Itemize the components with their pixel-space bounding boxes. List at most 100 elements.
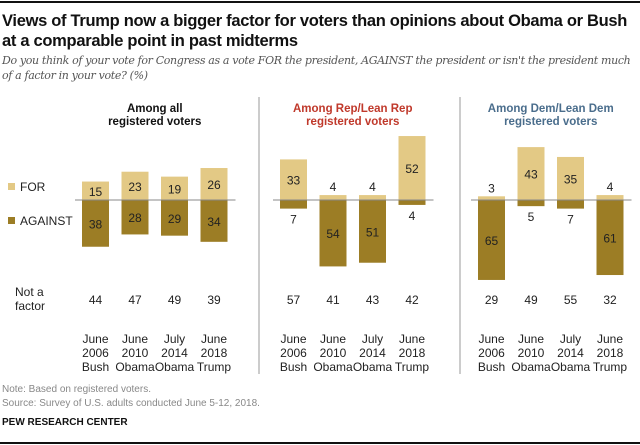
x-tick-label: June xyxy=(597,332,623,346)
x-tick-label: July xyxy=(560,332,581,346)
x-tick-label: 2010 xyxy=(518,346,545,360)
bar-against xyxy=(596,200,624,276)
data-label-not-a-factor: 42 xyxy=(405,293,419,307)
panel-title: Among all xyxy=(127,103,183,115)
x-tick-label: 2006 xyxy=(478,346,505,360)
x-tick-label: 2018 xyxy=(201,346,228,360)
data-label-not-a-factor: 57 xyxy=(287,293,301,307)
x-tick-label: 2018 xyxy=(597,346,624,360)
note: Note: Based on registered voters. xyxy=(2,384,151,395)
data-label-for: 35 xyxy=(564,172,578,186)
x-tick-label: Obama xyxy=(511,360,551,374)
x-tick-label: July xyxy=(362,332,383,346)
data-label-not-a-factor: 55 xyxy=(564,293,578,307)
data-label-against: 4 xyxy=(409,209,416,223)
panel-title: Among Dem/Lean Dem xyxy=(488,103,614,115)
bar-for xyxy=(121,171,149,200)
data-label-for: 15 xyxy=(89,185,103,199)
data-label-against: 51 xyxy=(366,225,380,239)
x-tick-label: Obama xyxy=(313,360,353,374)
data-label-against: 38 xyxy=(89,217,103,231)
data-label-not-a-factor: 43 xyxy=(366,293,380,307)
bar-for xyxy=(161,176,188,200)
x-tick-label: 2014 xyxy=(557,346,584,360)
data-label-for: 43 xyxy=(524,168,538,182)
legend-label-against: AGAINST xyxy=(20,214,73,228)
bar-for xyxy=(398,136,426,200)
brand-logo-text: PEW RESEARCH CENTER xyxy=(2,417,128,428)
x-tick-label: June xyxy=(122,332,148,346)
bar-for xyxy=(517,147,545,200)
chart-subtitle: Do you think of your vote for Congress a… xyxy=(2,54,631,82)
x-tick-label: Bush xyxy=(280,360,307,374)
bottom-rule xyxy=(0,442,640,444)
x-tick-label: 2014 xyxy=(161,346,188,360)
data-label-against: 61 xyxy=(603,232,617,246)
bar-against xyxy=(359,200,386,263)
x-tick-label: June xyxy=(280,332,306,346)
x-tick-label: 2018 xyxy=(399,346,426,360)
data-label-for: 4 xyxy=(369,180,376,194)
data-label-for: 3 xyxy=(488,181,495,195)
bar-against xyxy=(517,200,545,207)
x-tick-label: 2010 xyxy=(122,346,149,360)
data-label-for: 19 xyxy=(168,182,182,196)
panel-title: Among Rep/Lean Rep xyxy=(293,103,412,115)
data-label-not-a-factor: 49 xyxy=(524,293,538,307)
data-label-not-a-factor: 29 xyxy=(485,293,499,307)
not-a-factor-label-2: factor xyxy=(15,299,45,313)
data-label-not-a-factor: 39 xyxy=(207,293,221,307)
data-label-for: 4 xyxy=(607,180,614,194)
x-tick-label: Obama xyxy=(551,360,591,374)
data-label-against: 34 xyxy=(207,215,221,229)
x-tick-label: Obama xyxy=(155,360,195,374)
bar-for xyxy=(557,156,584,200)
data-label-not-a-factor: 49 xyxy=(168,293,182,307)
data-label-against: 28 xyxy=(128,211,142,225)
data-label-for: 4 xyxy=(330,180,337,194)
data-label-not-a-factor: 47 xyxy=(128,293,142,307)
data-label-against: 7 xyxy=(290,213,297,227)
data-label-for: 26 xyxy=(207,178,221,192)
chart-title: Views of Trump now a bigger factor for v… xyxy=(2,12,628,50)
x-tick-label: 2006 xyxy=(82,346,109,360)
legend-swatch-for xyxy=(8,183,15,190)
data-label-for: 52 xyxy=(405,162,419,176)
x-tick-label: Obama xyxy=(115,360,155,374)
data-label-against: 5 xyxy=(528,210,535,224)
x-tick-label: June xyxy=(399,332,425,346)
bar-for xyxy=(319,195,347,200)
bar-against xyxy=(398,200,426,205)
panel-subtitle: registered voters xyxy=(306,116,399,128)
data-label-not-a-factor: 44 xyxy=(89,293,103,307)
data-label-against: 65 xyxy=(485,234,499,248)
bar-for xyxy=(359,195,386,200)
bar-against xyxy=(280,200,307,209)
panel-subtitle: registered voters xyxy=(504,116,597,128)
x-tick-label: Bush xyxy=(478,360,505,374)
bar-against xyxy=(478,200,505,280)
bar-for xyxy=(596,195,624,200)
x-tick-label: Trump xyxy=(593,360,628,374)
panel-subtitle: registered voters xyxy=(108,116,201,128)
bar-against xyxy=(200,200,228,242)
source: Source: Survey of U.S. adults conducted … xyxy=(2,398,260,409)
bar-for xyxy=(280,159,307,200)
x-tick-label: July xyxy=(164,332,185,346)
bar-against xyxy=(319,200,347,267)
bar-against xyxy=(161,200,188,236)
bar-against xyxy=(557,200,584,209)
top-rule xyxy=(0,1,640,3)
x-tick-label: June xyxy=(201,332,227,346)
data-label-not-a-factor: 32 xyxy=(603,293,617,307)
data-label-not-a-factor: 41 xyxy=(326,293,340,307)
legend: FOR AGAINST Not a factor xyxy=(8,180,73,313)
legend-swatch-against xyxy=(8,217,15,224)
x-tick-label: June xyxy=(518,332,544,346)
data-label-against: 7 xyxy=(567,213,574,227)
bar-for xyxy=(200,168,228,200)
legend-label-for: FOR xyxy=(20,180,46,194)
x-tick-label: Obama xyxy=(353,360,393,374)
data-label-for: 33 xyxy=(287,174,301,188)
